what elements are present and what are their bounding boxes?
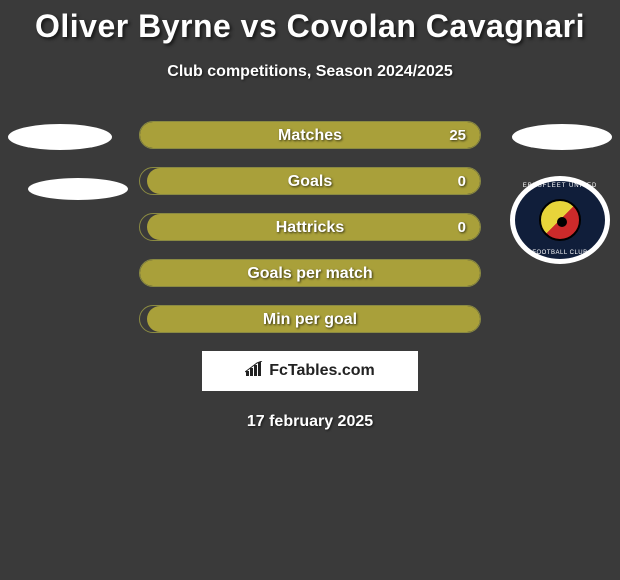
stat-bars: Matches25Goals0Hattricks0Goals per match…	[139, 121, 481, 333]
placeholder-ellipse	[512, 124, 612, 150]
placeholder-ellipse	[28, 178, 128, 200]
club-badge: EBBSFLEET UNITED FOOTBALL CLUB	[510, 176, 610, 264]
stat-bar-row: Min per goal	[139, 305, 481, 333]
page-title: Oliver Byrne vs Covolan Cavagnari	[0, 0, 620, 45]
watermark-text: FcTables.com	[269, 362, 375, 380]
stat-bar-label: Min per goal	[140, 306, 480, 333]
right-player-badge-group: EBBSFLEET UNITED FOOTBALL CLUB	[510, 124, 612, 264]
watermark: FcTables.com	[202, 351, 418, 391]
stat-bar-value: 0	[458, 168, 466, 195]
date-label: 17 february 2025	[0, 413, 620, 431]
stat-bar-label: Hattricks	[140, 214, 480, 241]
subtitle: Club competitions, Season 2024/2025	[0, 63, 620, 81]
chart-icon	[245, 361, 265, 382]
badge-text-bottom: FOOTBALL CLUB	[515, 250, 605, 256]
left-player-placeholder	[8, 124, 128, 200]
stat-bar-label: Goals	[140, 168, 480, 195]
club-badge-inner	[539, 199, 581, 241]
stat-bar-row: Matches25	[139, 121, 481, 149]
stat-bar-row: Hattricks0	[139, 213, 481, 241]
stat-bar-label: Goals per match	[140, 260, 480, 287]
stat-bar-label: Matches	[140, 122, 480, 149]
stat-bar-value: 0	[458, 214, 466, 241]
badge-text-top: EBBSFLEET UNITED	[515, 183, 605, 189]
stat-bar-row: Goals0	[139, 167, 481, 195]
stat-bar-value: 25	[449, 122, 466, 149]
stat-bar-row: Goals per match	[139, 259, 481, 287]
placeholder-ellipse	[8, 124, 112, 150]
